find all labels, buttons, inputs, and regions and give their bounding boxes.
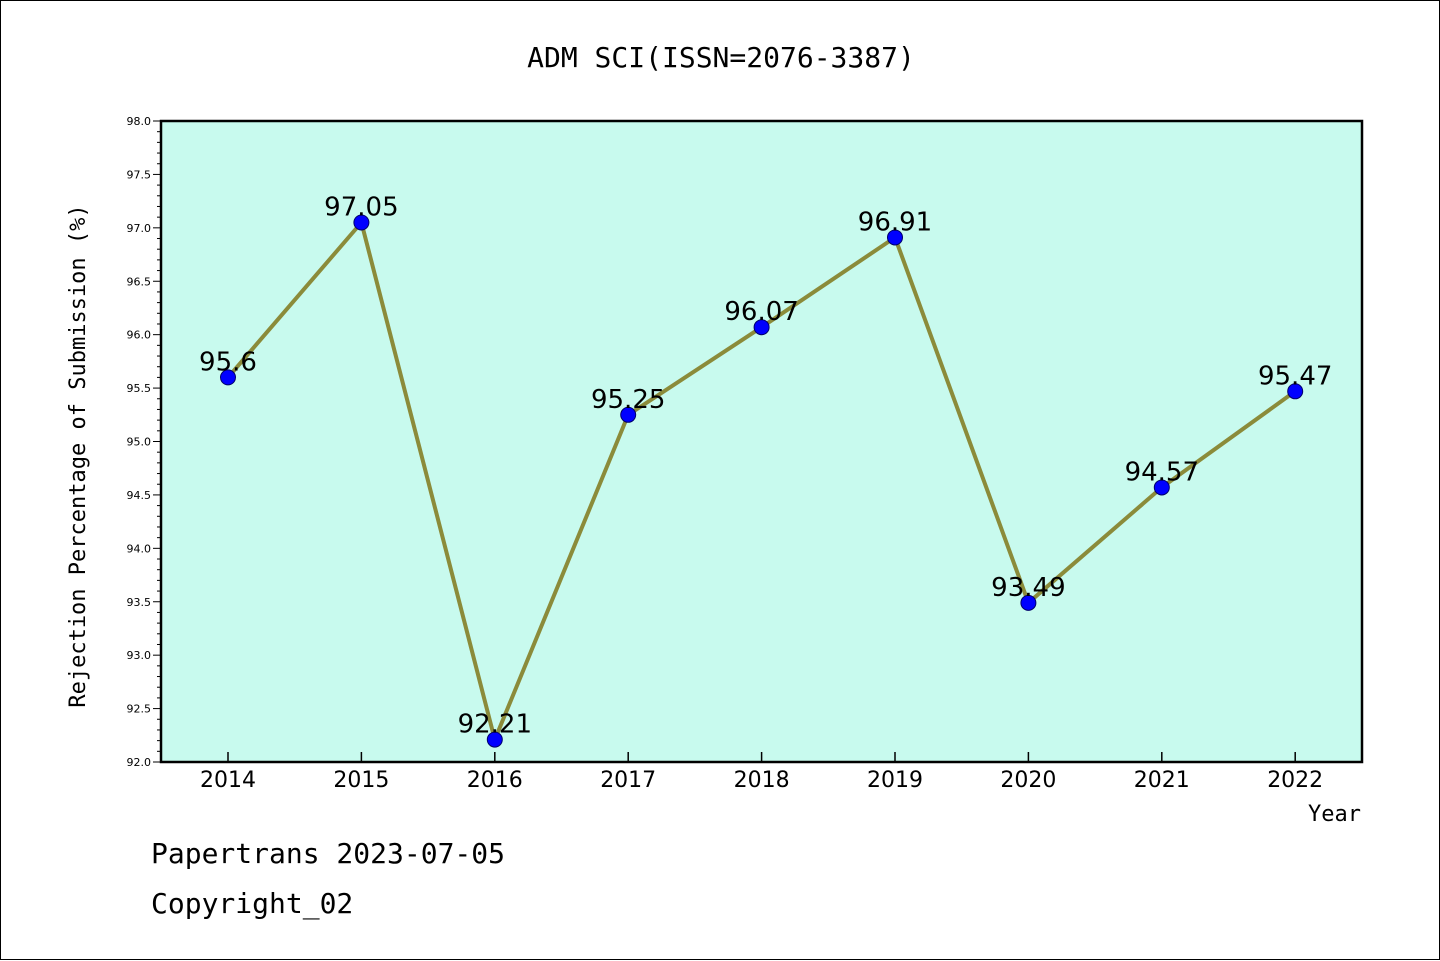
y-tick-label: 96.5 xyxy=(127,275,152,288)
x-tick-label: 2014 xyxy=(200,768,256,793)
y-tick-label: 94.0 xyxy=(127,542,152,555)
data-label: 96.91 xyxy=(858,207,932,237)
data-markers xyxy=(220,214,1304,748)
y-tick-label: 96.0 xyxy=(127,329,152,342)
data-label: 94.57 xyxy=(1125,457,1199,487)
x-tick-label: 2022 xyxy=(1267,768,1323,793)
y-tick-label: 97.5 xyxy=(127,168,152,181)
data-label: 97.05 xyxy=(324,192,398,222)
data-point xyxy=(753,319,770,336)
y-tick-label: 92.5 xyxy=(127,703,152,716)
data-label: 96.07 xyxy=(724,297,798,327)
data-label: 92.21 xyxy=(458,710,532,740)
data-labels: 95.6 97.05 92.21 95.25 96.07 96.91 93.49 94.57 9… xyxy=(199,192,1332,739)
y-axis-label: Rejection Percentage of Submission (%) xyxy=(66,204,91,707)
footer-copyright: Copyright_02 xyxy=(151,887,354,920)
y-tick-label: 98.0 xyxy=(127,115,152,128)
data-label: 95.47 xyxy=(1258,361,1332,391)
plot-border xyxy=(159,119,1364,764)
y-tick-label: 92.0 xyxy=(127,756,152,769)
data-label: 93.49 xyxy=(991,573,1065,603)
chart-title: ADM SCI(ISSN=2076-3387) xyxy=(527,41,915,74)
data-label: 95.6 xyxy=(199,347,257,377)
data-point xyxy=(887,229,903,246)
y-tick-label: 95.5 xyxy=(127,382,152,395)
data-label: 95.25 xyxy=(591,385,665,415)
x-tick-label: 2017 xyxy=(600,768,656,793)
data-point xyxy=(620,406,637,423)
footer-date: Papertrans 2023-07-05 xyxy=(151,837,506,870)
y-tick-label: 94.5 xyxy=(127,489,152,502)
x-axis: 2014 2015 2016 2017 2018 2019 2020 2021 2022 xyxy=(200,752,1323,793)
x-axis-label: Year xyxy=(1308,802,1361,827)
y-axis: 92.0 92.5 93.0 93.5 94.0 94.5 95.0 95.5 96.0 96.5… xyxy=(127,115,161,769)
data-point xyxy=(486,731,503,748)
y-tick-label: 95.0 xyxy=(127,436,152,449)
x-tick-label: 2021 xyxy=(1134,768,1190,793)
data-point xyxy=(353,214,370,231)
x-tick-label: 2020 xyxy=(1000,768,1056,793)
data-point xyxy=(1020,594,1037,611)
y-tick-label: 93.0 xyxy=(127,649,152,662)
data-point xyxy=(1287,383,1304,400)
x-tick-label: 2016 xyxy=(467,768,523,793)
data-point xyxy=(1153,479,1170,496)
y-tick-label: 97.0 xyxy=(127,222,152,235)
x-tick-label: 2019 xyxy=(867,768,923,793)
data-point xyxy=(220,369,236,386)
y-tick-label: 93.5 xyxy=(127,596,152,609)
x-tick-label: 2018 xyxy=(734,768,790,793)
x-tick-label: 2015 xyxy=(333,768,389,793)
